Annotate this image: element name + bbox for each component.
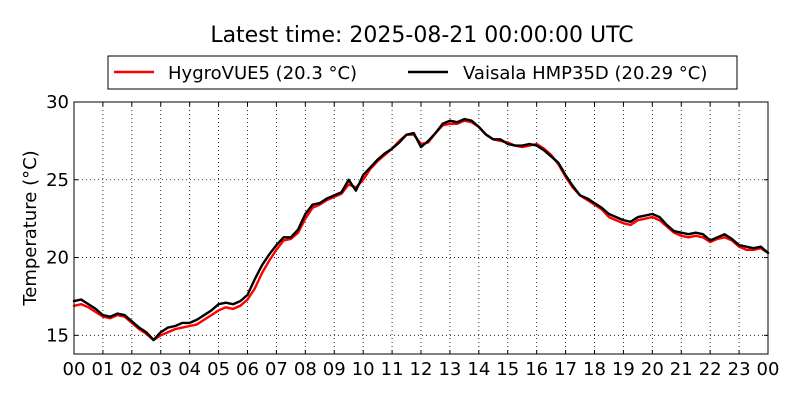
x-tick-label: 02 bbox=[120, 359, 143, 380]
x-tick-label: 04 bbox=[178, 359, 201, 380]
y-tick-label: 15 bbox=[46, 325, 69, 346]
y-tick-label: 20 bbox=[46, 248, 69, 269]
x-tick-label: 15 bbox=[496, 359, 519, 380]
x-tick-label: 16 bbox=[525, 359, 548, 380]
x-tick-label: 20 bbox=[641, 359, 664, 380]
x-tick-label: 01 bbox=[91, 359, 114, 380]
x-tick-label: 14 bbox=[467, 359, 490, 380]
y-axis-label: Temperature (°C) bbox=[20, 150, 41, 306]
x-tick-label: 00 bbox=[757, 359, 780, 380]
legend-label-hygrovue5: HygroVUE5 (20.3 °C) bbox=[168, 63, 357, 84]
x-tick-label: 07 bbox=[265, 359, 288, 380]
x-tick-label: 06 bbox=[236, 359, 259, 380]
series-group bbox=[72, 117, 770, 342]
chart-title: Latest time: 2025-08-21 00:00:00 UTC bbox=[210, 23, 633, 48]
x-tick-label: 23 bbox=[728, 359, 751, 380]
x-tick-label: 18 bbox=[583, 359, 606, 380]
x-tick-label: 09 bbox=[323, 359, 346, 380]
x-tick-label: 19 bbox=[612, 359, 635, 380]
legend: HygroVUE5 (20.3 °C) Vaisala HMP35D (20.2… bbox=[107, 55, 738, 90]
x-tick-label: 13 bbox=[438, 359, 461, 380]
legend-label-vaisala: Vaisala HMP35D (20.29 °C) bbox=[463, 63, 707, 84]
x-tick-label: 22 bbox=[699, 359, 722, 380]
x-tick-label: 11 bbox=[381, 359, 404, 380]
y-ticks: 15 20 25 30 bbox=[46, 92, 768, 346]
x-ticks: 00 01 02 03 04 05 06 07 08 09 10 11 12 13 14 15 16 17 18 19… bbox=[63, 102, 780, 380]
plot-frame bbox=[73, 101, 769, 355]
x-tick-label: 00 bbox=[63, 359, 86, 380]
x-tick-label: 17 bbox=[554, 359, 577, 380]
x-tick-label: 21 bbox=[670, 359, 693, 380]
x-tick-label: 03 bbox=[149, 359, 172, 380]
x-tick-label: 12 bbox=[410, 359, 433, 380]
vaisala-series-line bbox=[72, 117, 770, 342]
x-tick-label: 05 bbox=[207, 359, 230, 380]
hygrovue5-series-line bbox=[72, 119, 770, 342]
x-tick-label: 08 bbox=[294, 359, 317, 380]
y-tick-label: 30 bbox=[46, 92, 69, 113]
y-tick-label: 25 bbox=[46, 170, 69, 191]
x-tick-label: 10 bbox=[352, 359, 375, 380]
